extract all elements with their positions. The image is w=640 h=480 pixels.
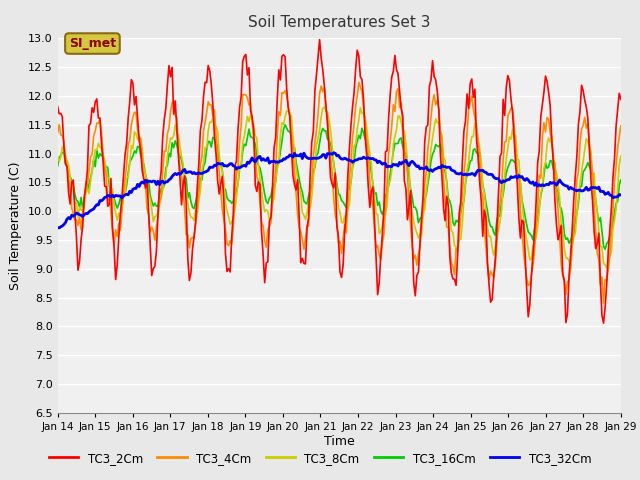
Text: SI_met: SI_met xyxy=(69,37,116,50)
X-axis label: Time: Time xyxy=(324,434,355,448)
Title: Soil Temperatures Set 3: Soil Temperatures Set 3 xyxy=(248,15,431,30)
Y-axis label: Soil Temperature (C): Soil Temperature (C) xyxy=(10,161,22,290)
Legend: TC3_2Cm, TC3_4Cm, TC3_8Cm, TC3_16Cm, TC3_32Cm: TC3_2Cm, TC3_4Cm, TC3_8Cm, TC3_16Cm, TC3… xyxy=(44,447,596,469)
